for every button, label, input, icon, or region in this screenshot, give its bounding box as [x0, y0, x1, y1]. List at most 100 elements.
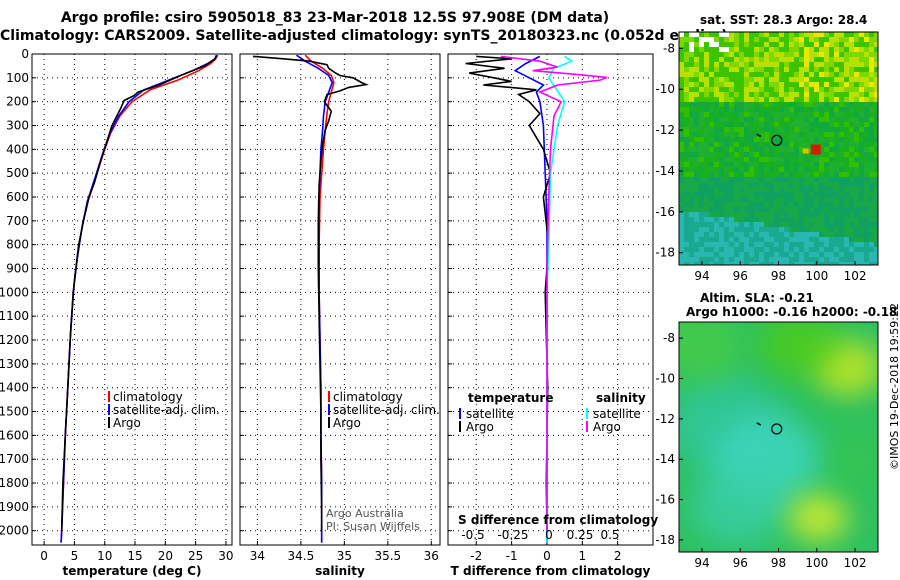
- depth-tick-label: 300: [6, 119, 29, 133]
- depth-tick-label: 1400: [0, 381, 29, 395]
- lon-tick-label: 94: [694, 556, 709, 570]
- legend-label: satellite: [466, 407, 514, 421]
- s-difference-label: S difference from climatology: [458, 513, 658, 527]
- depth-tick-label: 1200: [0, 333, 29, 347]
- salinity-xlabel: salinity: [315, 564, 365, 578]
- x-tick-label: -2: [470, 549, 482, 563]
- depth-tick-label: 1300: [0, 357, 29, 371]
- x-tick-label: 1: [578, 549, 586, 563]
- depth-tick-label: 200: [6, 95, 29, 109]
- sst-hotspot: [810, 144, 821, 155]
- title-line-1: Argo profile: csiro 5905018_83 23-Mar-20…: [60, 10, 610, 26]
- temperature-frame: [31, 53, 233, 546]
- legend-label: climatology: [333, 390, 403, 404]
- lon-tick-label: 96: [733, 269, 748, 283]
- lat-tick-label: -12: [655, 123, 675, 137]
- argo-float-marker: [771, 423, 783, 435]
- lon-tick-label: 100: [805, 556, 828, 570]
- depth-tick-label: 500: [6, 166, 29, 180]
- s-tick-label: 0: [545, 528, 553, 542]
- lat-tick-label: -18: [655, 533, 675, 547]
- depth-tick-label: 900: [6, 262, 29, 276]
- lat-tick-label: -16: [655, 205, 675, 219]
- map-sst: 94 96 98 100 102 -8 -10 -12 -14 -16 -18: [655, 31, 879, 283]
- lat-tick-label: -8: [663, 331, 675, 345]
- legend-label: climatology: [113, 390, 183, 404]
- legend-swatch: [328, 391, 330, 402]
- difference-series-argo_salinity: [500, 55, 608, 531]
- lon-tick-label: 98: [771, 556, 786, 570]
- depth-tick-label: 1800: [0, 476, 29, 490]
- depth-tick-label: 1000: [0, 285, 29, 299]
- title-line-2: Climatology: CARS2009. Satellite-adjuste…: [0, 28, 728, 44]
- difference-xlabel: T difference from climatology: [451, 564, 651, 578]
- lat-tick-label: -14: [655, 164, 675, 178]
- depth-tick-label: 100: [6, 71, 29, 85]
- legend-temperature-title: temperature: [468, 391, 553, 405]
- depth-tick-label: 1700: [0, 452, 29, 466]
- x-tick-label: 30: [218, 549, 233, 563]
- depth-tick-label: 400: [6, 142, 29, 156]
- depth-tick-label: 0: [21, 47, 29, 61]
- sst-map-title: sat. SST: 28.3 Argo: 28.4: [700, 13, 868, 27]
- float-track: [756, 422, 762, 426]
- lon-tick-label: 96: [733, 556, 748, 570]
- x-tick-label: 10: [97, 549, 112, 563]
- lat-tick-label: -12: [655, 412, 675, 426]
- x-tick-label: -1: [506, 549, 518, 563]
- salinity-series-argo: [252, 55, 369, 531]
- temperature-panel: 0 5 10 15 20 25 300100200300400500600700800900…: [0, 47, 234, 578]
- lon-tick-label: 102: [844, 269, 867, 283]
- legend-salinity-title: salinity: [596, 391, 646, 405]
- legend-swatch: [108, 391, 110, 402]
- x-tick-label: 2: [614, 549, 622, 563]
- x-tick-label: 0: [40, 549, 48, 563]
- x-tick-label: 35.5: [374, 549, 401, 563]
- x-tick-label: 36: [424, 549, 439, 563]
- legend-swatch: [586, 408, 588, 419]
- depth-tick-label: 1600: [0, 428, 29, 442]
- lat-tick-label: -10: [655, 82, 675, 96]
- argo-float-marker: [771, 134, 783, 146]
- depth-tick-label: 700: [6, 214, 29, 228]
- legend-swatch: [108, 404, 110, 415]
- depth-tick-label: 1900: [0, 500, 29, 514]
- map-sla: 94 96 98 100 102 -8 -10 -12 -14 -16 -18: [655, 321, 879, 570]
- lat-tick-label: -16: [655, 493, 675, 507]
- legend-swatch: [459, 408, 461, 419]
- lat-tick-label: -8: [663, 41, 675, 55]
- difference-frame: [447, 53, 654, 546]
- legend-label: Argo: [333, 416, 361, 430]
- lon-tick-label: 94: [694, 269, 709, 283]
- x-tick-label: 20: [158, 549, 173, 563]
- legend-swatch: [108, 417, 110, 428]
- depth-tick-label: 1500: [0, 405, 29, 419]
- lon-tick-label: 100: [805, 269, 828, 283]
- depth-tick-label: 2000: [0, 524, 29, 538]
- x-tick-label: 25: [188, 549, 203, 563]
- lat-tick-label: -18: [655, 246, 675, 260]
- map-sst-field: [679, 32, 878, 265]
- salinity-frame: [239, 53, 441, 546]
- s-tick-label: 0.25: [567, 528, 594, 542]
- depth-tick-label: 600: [6, 190, 29, 204]
- lon-tick-label: 102: [844, 556, 867, 570]
- s-tick-label: -0.5: [461, 528, 484, 542]
- s-tick-label: -0.25: [497, 528, 528, 542]
- x-tick-label: 35: [337, 549, 352, 563]
- credit-line-1: Argo Australia: [326, 507, 404, 520]
- salinity-panel: 34 34.5 35 35.5 36 salinity: [239, 53, 441, 578]
- legend-swatch: [459, 421, 461, 432]
- temperature-series-argo: [60, 54, 219, 531]
- legend-label: Argo: [113, 416, 141, 430]
- map-sla-field: [679, 322, 878, 552]
- x-tick-label: 15: [127, 549, 142, 563]
- legend-label: Argo: [466, 420, 494, 434]
- legend-label: satellite: [593, 407, 641, 421]
- depth-tick-label: 1100: [0, 309, 29, 323]
- difference-panel: -2 -1 0 1 2T difference from climatology: [447, 53, 654, 578]
- sla-map-title-line-2: Argo h1000: -0.16 h2000: -0.18: [686, 305, 898, 319]
- legend-label: satellite-adj. clim.: [113, 403, 220, 417]
- depth-tick-label: 800: [6, 238, 29, 252]
